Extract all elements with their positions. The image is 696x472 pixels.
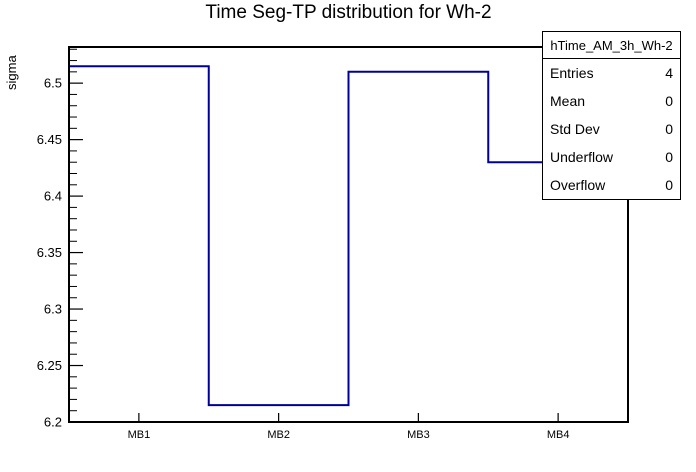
chart-title: Time Seg-TP distribution for Wh-2	[205, 2, 492, 23]
stat-value: 0	[665, 93, 673, 109]
y-tick-label: 6.2	[44, 415, 62, 430]
x-tick-label: MB4	[547, 429, 570, 441]
y-tick-label: 6.45	[37, 132, 62, 147]
stat-value: 0	[665, 121, 673, 137]
stats-row-underflow: Underflow 0	[543, 143, 680, 171]
x-tick-label: MB1	[128, 429, 151, 441]
y-tick-label: 6.5	[44, 76, 62, 91]
stat-label: Entries	[550, 65, 594, 81]
stats-row-mean: Mean 0	[543, 87, 680, 115]
y-tick-label: 6.4	[44, 189, 62, 204]
y-axis-label: sigma	[4, 55, 19, 90]
y-tick-label: 6.25	[37, 358, 62, 373]
x-tick-label: MB3	[407, 429, 430, 441]
y-tick-label: 6.3	[44, 302, 62, 317]
x-tick-label: MB2	[267, 429, 290, 441]
plot-frame	[68, 46, 629, 423]
stats-row-stddev: Std Dev 0	[543, 115, 680, 143]
stats-row-entries: Entries 4	[543, 59, 680, 87]
stat-label: Mean	[550, 93, 586, 109]
stats-box-title: hTime_AM_3h_Wh-2	[543, 32, 680, 59]
stats-row-overflow: Overflow 0	[543, 171, 680, 199]
stat-value: 4	[665, 65, 673, 81]
y-tick-label: 6.35	[37, 245, 62, 260]
stat-label: Underflow	[550, 149, 614, 165]
stats-box: hTime_AM_3h_Wh-2 Entries 4 Mean 0 Std De…	[542, 31, 681, 200]
stat-value: 0	[665, 177, 673, 193]
stat-label: Std Dev	[550, 121, 600, 137]
stat-value: 0	[665, 149, 673, 165]
stat-label: Overflow	[550, 177, 606, 193]
